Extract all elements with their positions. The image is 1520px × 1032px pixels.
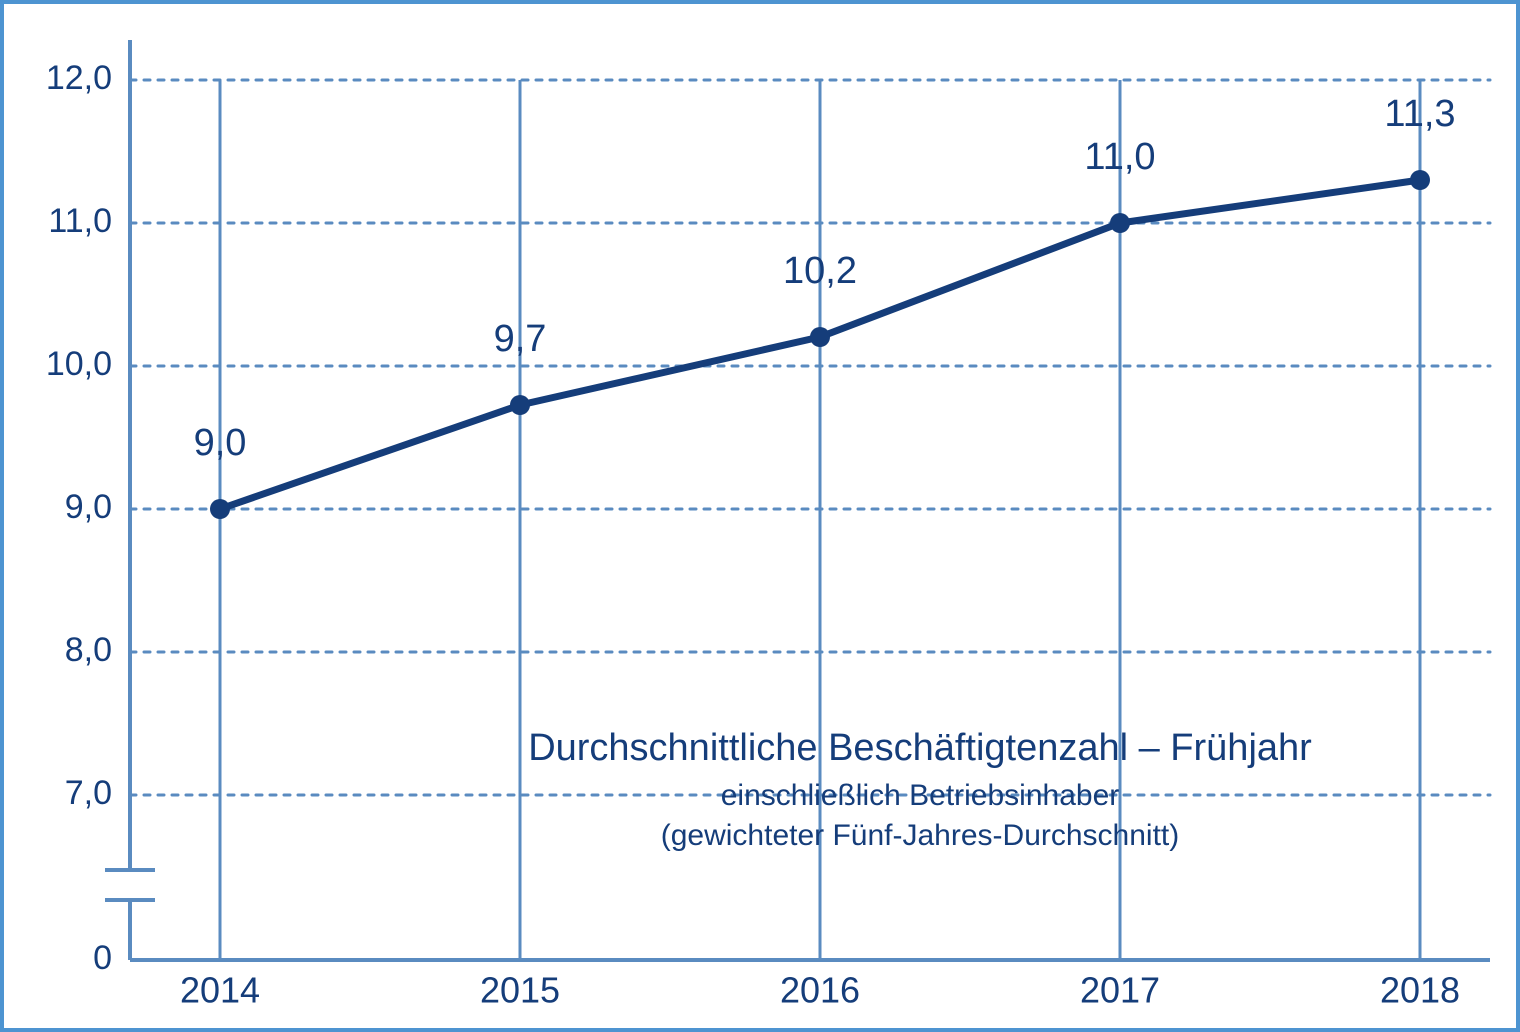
x-tick-label: 2016 — [780, 969, 860, 1010]
y-tick-label: 11,0 — [48, 202, 112, 240]
data-point — [210, 499, 230, 519]
x-tick-label: 2014 — [180, 969, 260, 1010]
data-label: 10,2 — [783, 250, 857, 292]
data-point — [1410, 170, 1430, 190]
line-chart: 0 7,0 8,0 9,0 10,0 11,0 12,0 2014 2015 2016 2017 20… — [0, 0, 1520, 1032]
data-point — [1110, 213, 1130, 233]
y-tick-label: 10,0 — [46, 345, 112, 383]
y-tick-label: 7,0 — [65, 774, 112, 812]
y-tick-label: 0 — [93, 939, 112, 977]
data-label: 11,0 — [1084, 136, 1155, 178]
data-label: 9,7 — [494, 318, 547, 360]
y-tick-label: 8,0 — [65, 631, 112, 669]
data-label: 11,3 — [1384, 93, 1455, 135]
x-tick-label: 2017 — [1080, 969, 1160, 1010]
chart-subtitle-1: einschließlich Betriebsinhaber — [721, 779, 1120, 812]
chart-svg: 0 7,0 8,0 9,0 10,0 11,0 12,0 2014 2015 2016 2017 20… — [0, 0, 1520, 1032]
data-point — [510, 395, 530, 415]
chart-subtitle-2: (gewichteter Fünf-Jahres-Durchschnitt) — [661, 819, 1180, 852]
y-tick-label: 9,0 — [65, 488, 112, 526]
data-label: 9,0 — [194, 422, 247, 464]
data-point — [810, 327, 830, 347]
y-tick-label: 12,0 — [46, 59, 112, 97]
x-tick-label: 2018 — [1380, 969, 1460, 1010]
x-tick-label: 2015 — [480, 969, 560, 1010]
chart-border — [2, 2, 1518, 1030]
chart-title: Durchschnittliche Beschäftigtenzahl – Fr… — [528, 727, 1312, 769]
